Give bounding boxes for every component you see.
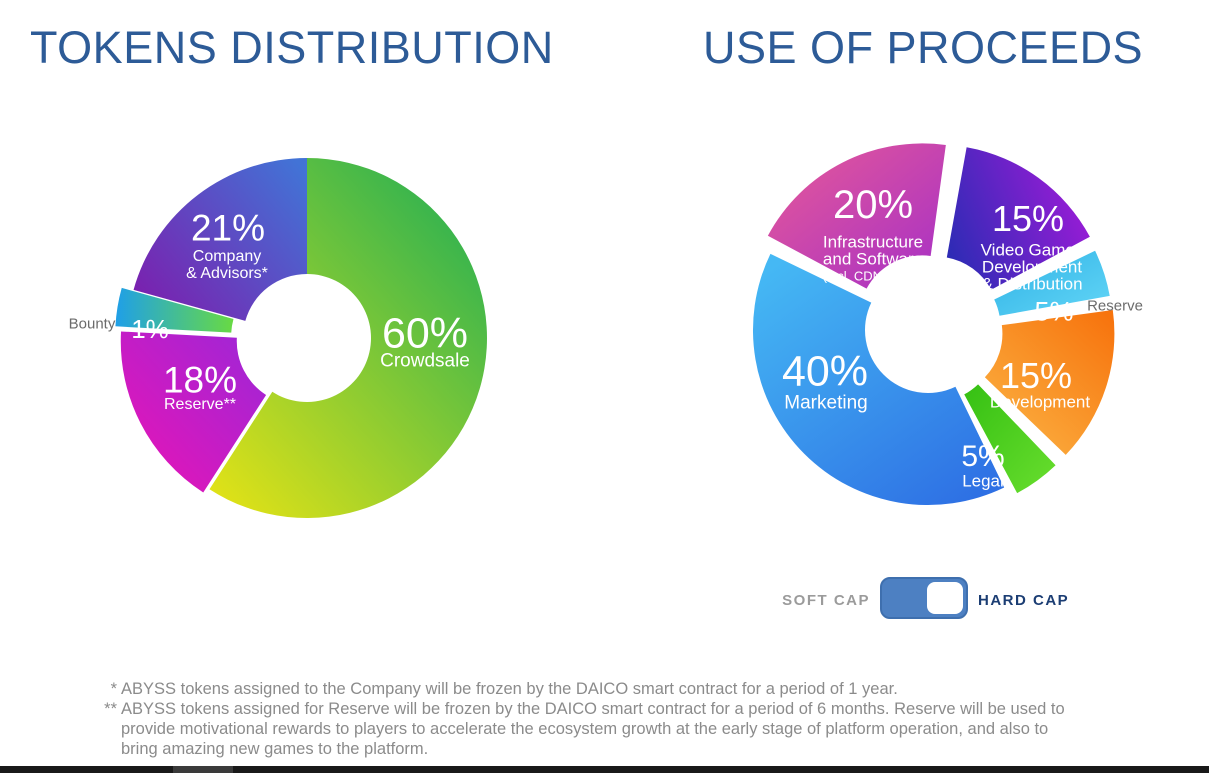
footnote-reserve: ** ABYSS tokens assigned for Reserve wil… <box>96 699 1071 759</box>
footnotes: * ABYSS tokens assigned to the Company w… <box>96 679 1071 759</box>
use-of-proceeds-slice-video-games <box>946 147 1090 290</box>
tokens-distribution-slice-company-advisors <box>133 158 307 321</box>
use-of-proceeds-video-games-name-label: & Distribution <box>981 274 1083 294</box>
footnote-company-text: ABYSS tokens assigned to the Company wil… <box>121 680 898 698</box>
use-of-proceeds-video-games-name-label: Video Games <box>980 240 1084 260</box>
use-of-proceeds-video-games-name-label: Development <box>981 257 1083 277</box>
use-of-proceeds-chart: 15% Video Games Development & Distribution 5… <box>718 120 1143 540</box>
bottom-strip-segment <box>173 766 233 773</box>
use-of-proceeds-development-name-label: Development <box>989 392 1091 412</box>
tokens-distribution-donut <box>115 158 487 518</box>
use-of-proceeds-infrastructure-software-name-label: Infrastructure <box>822 232 924 252</box>
use-of-proceeds-marketing-percent-label: 40% <box>781 347 869 396</box>
use-of-proceeds-legal-percent-label: 5% <box>961 440 1005 473</box>
use-of-proceeds-marketing-name-label: Marketing <box>784 392 868 414</box>
footnote-reserve-marker: ** <box>104 700 117 718</box>
use-of-proceeds-legal-name-label: Legal <box>962 471 1004 491</box>
tokens-distribution-chart: 60% Crowdsale 18% Reserve** 1% Bounty 21% Compa… <box>69 128 517 548</box>
tokens-distribution-bounty-outside-label: Bounty <box>68 315 116 333</box>
use-of-proceeds-infrastructure-software-name-label: and Software <box>822 249 924 269</box>
bottom-dark-strip <box>0 766 1209 773</box>
tokens-distribution-reserve-name-label: Reserve** <box>163 396 237 413</box>
use-of-proceeds-video-games-percent-label: 15% <box>991 198 1065 239</box>
use-of-proceeds-slice-legal <box>964 384 1056 494</box>
cap-toggle[interactable] <box>880 577 968 619</box>
use-of-proceeds-infrastructure-software-percent-label: 20% <box>832 183 914 227</box>
tokens-distribution-crowdsale-name-label: Crowdsale <box>380 350 470 372</box>
use-of-proceeds-slice-marketing <box>752 253 1005 506</box>
use-of-proceeds-infrastructure-software-name-label: (incl. CDN, DRM) <box>822 268 924 284</box>
tokens-distribution-reserve-percent-label: 18% <box>162 359 238 401</box>
tokens-distribution-title: TOKENS DISTRIBUTION <box>30 22 554 73</box>
use-of-proceeds-reserve-percent-label: 5% <box>1034 296 1074 327</box>
tokens-distribution-company-advisors-name-label: Company <box>192 248 262 265</box>
footnote-company: * ABYSS tokens assigned to the Company w… <box>96 679 1071 699</box>
tokens-distribution-slice-reserve <box>120 331 267 493</box>
tokens-distribution-bounty-percent-label: 1% <box>131 314 169 344</box>
footnote-reserve-text: ABYSS tokens assigned for Reserve will b… <box>121 700 1065 758</box>
tokens-distribution-slice-crowdsale <box>209 158 487 518</box>
use-of-proceeds-slice-infrastructure-software <box>767 143 946 289</box>
use-of-proceeds-development-percent-label: 15% <box>999 355 1073 396</box>
tokens-distribution-company-advisors-percent-label: 21% <box>190 207 266 249</box>
tokens-distribution-crowdsale-percent-label: 60% <box>381 309 469 358</box>
footnote-company-marker: * <box>110 680 117 698</box>
tokens-distribution-slice-bounty <box>115 287 234 333</box>
use-of-proceeds-donut <box>752 143 1115 506</box>
use-of-proceeds-reserve-outside-label: Reserve <box>1087 297 1143 315</box>
hard-cap-label: HARD CAP <box>978 592 1070 609</box>
toggle-knob <box>927 582 963 614</box>
use-of-proceeds-slice-development <box>984 309 1115 455</box>
use-of-proceeds-title: USE OF PROCEEDS <box>703 22 1144 73</box>
tokens-distribution-company-advisors-name-label: & Advisors* <box>186 265 268 282</box>
use-of-proceeds-slice-reserve <box>994 250 1110 316</box>
soft-cap-label: SOFT CAP <box>782 592 870 609</box>
